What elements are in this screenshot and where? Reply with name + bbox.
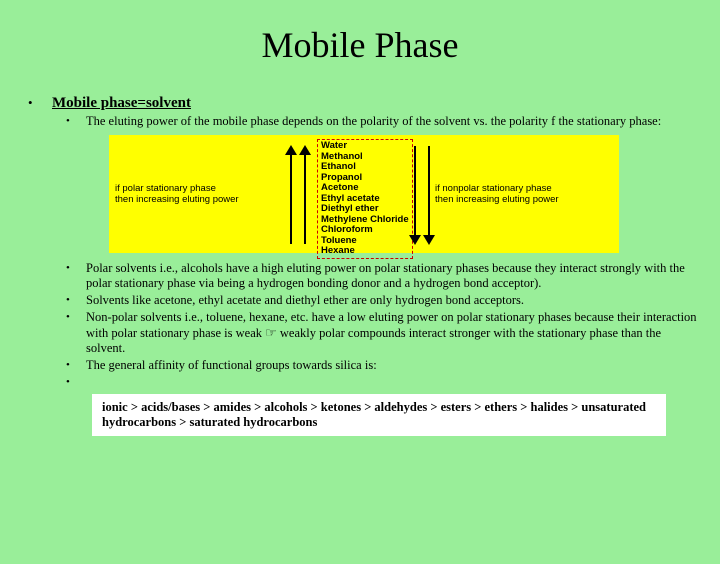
bullet-text: Non-polar solvents i.e., toluene, hexane… [86,310,700,356]
bullet-dot: • [66,293,86,308]
bullet-dot: • [66,261,86,291]
solvent: Hexane [321,246,409,257]
solvent: Water [321,141,409,152]
bullet-item: • The general affinity of functional gro… [66,358,700,373]
bullet-text: Solvents like acetone, ethyl acetate and… [86,293,700,308]
solvent-list: Water Methanol Ethanol Propanol Acetone … [317,139,413,259]
left-line2: then increasing eluting power [115,194,239,205]
main-heading: Mobile phase=solvent [52,94,191,112]
bullet-empty: • [66,375,700,390]
page-title: Mobile Phase [0,24,720,66]
solvent: Acetone [321,183,409,194]
right-caption: if nonpolar stationary phase then increa… [435,183,559,205]
affinity-order: ionic > acids/bases > amides > alcohols … [92,394,666,436]
content: • Mobile phase=solvent • The eluting pow… [0,94,720,436]
bullet-item: • Polar solvents i.e., alcohols have a h… [66,261,700,291]
bullet-dot: • [66,358,86,373]
solvent-diagram: Water Methanol Ethanol Propanol Acetone … [109,135,619,253]
bullet-text: The general affinity of functional group… [86,358,700,373]
bullet-lvl1: • Mobile phase=solvent [28,94,700,112]
bullet-dot: • [66,310,86,356]
intro-text: The eluting power of the mobile phase de… [86,114,700,129]
bullet-dot: • [66,114,86,129]
solvent: Diethyl ether [321,204,409,215]
bullet-item: • Solvents like acetone, ethyl acetate a… [66,293,700,308]
bullet-intro: • The eluting power of the mobile phase … [66,114,700,129]
left-line1: if polar stationary phase [115,183,239,194]
bullet-text: Polar solvents i.e., alcohols have a hig… [86,261,700,291]
pointing-hand-icon: ☞ [265,325,277,340]
solvent: Ethanol [321,162,409,173]
bullet-item: • Non-polar solvents i.e., toluene, hexa… [66,310,700,356]
right-line2: then increasing eluting power [435,194,559,205]
left-caption: if polar stationary phase then increasin… [115,183,239,205]
arrow-down-icon [411,145,419,245]
bullet-text [86,375,700,390]
right-line1: if nonpolar stationary phase [435,183,559,194]
arrow-down-icon [425,145,433,245]
solvent: Chloroform [321,225,409,236]
bullet-dot: • [66,375,86,390]
bullet-dot: • [28,94,52,112]
